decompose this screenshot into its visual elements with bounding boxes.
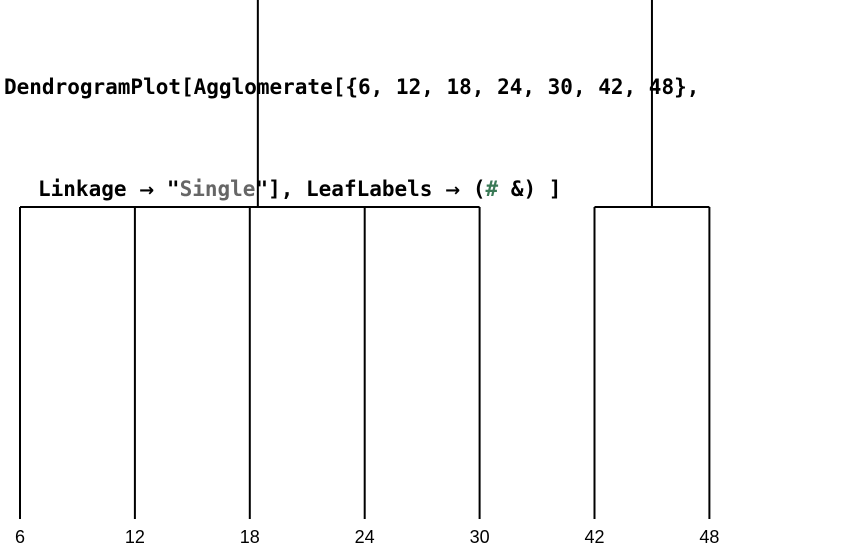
code-tail: &) ] — [498, 177, 562, 201]
leaf-label-6: 6 — [15, 527, 25, 547]
code-slot: # — [485, 177, 499, 201]
string-quote-open: " — [166, 177, 180, 201]
code-linkage-value: Single — [179, 177, 256, 201]
code-between: ], LeafLabels — [268, 177, 433, 201]
leaf-label-24: 24 — [355, 527, 375, 547]
code-paren-open: ( — [472, 177, 486, 201]
leaf-label-12: 12 — [125, 527, 145, 547]
rule-arrow-icon: → — [139, 180, 155, 201]
code-head: DendrogramPlot[Agglomerate[{6, 12, 18, 2… — [4, 75, 700, 99]
input-line-2: Linkage → "Single"], LeafLabels → (# &) … — [4, 172, 699, 208]
input-cell[interactable]: DendrogramPlot[Agglomerate[{6, 12, 18, 2… — [4, 2, 699, 242]
dendrogram-branches — [19, 0, 711, 519]
input-line-1: DendrogramPlot[Agglomerate[{6, 12, 18, 2… — [4, 70, 699, 104]
leaf-label-42: 42 — [584, 527, 604, 547]
leaf-label-18: 18 — [240, 527, 260, 547]
leaf-label-48: 48 — [699, 527, 719, 547]
leaf-label-30: 30 — [470, 527, 490, 547]
leaf-labels: 6 12 18 24 30 42 48 — [15, 527, 719, 547]
code-linkage-key: Linkage — [38, 177, 127, 201]
rule-arrow-icon-2: → — [445, 180, 461, 201]
